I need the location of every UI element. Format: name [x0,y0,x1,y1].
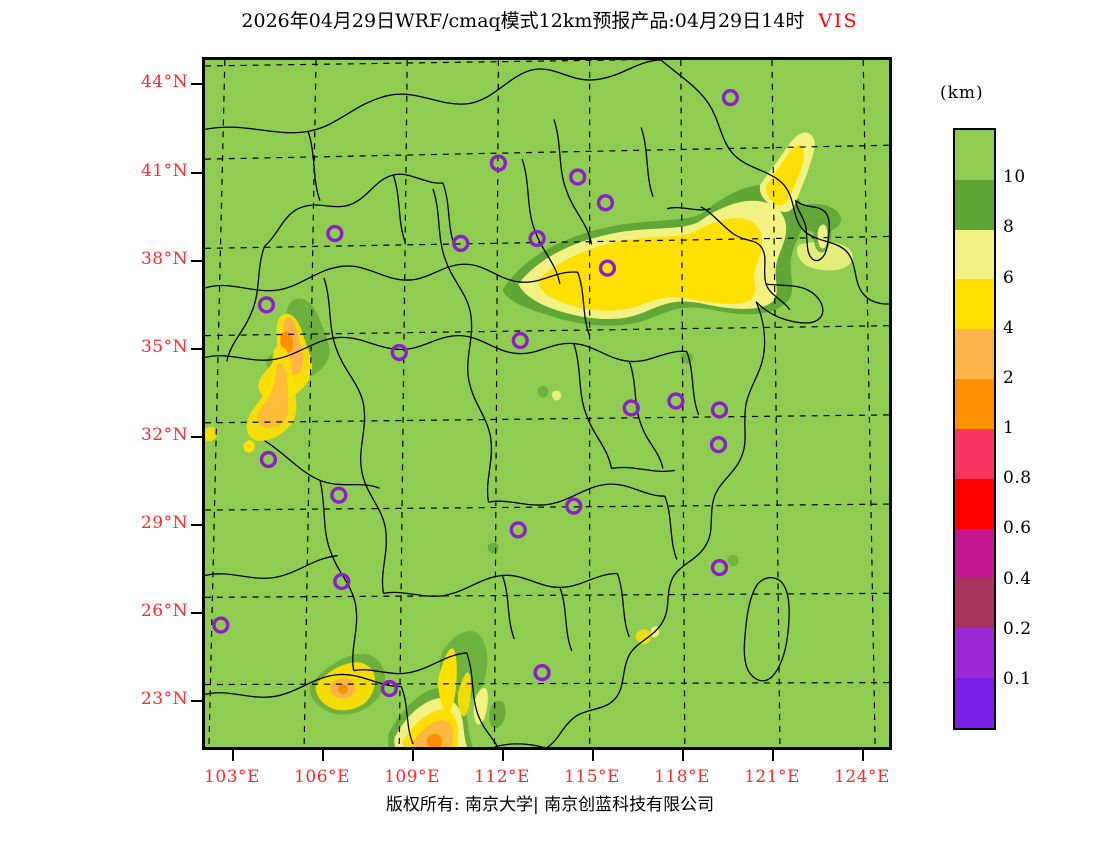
lon-tick-mark [232,750,234,761]
lat-tick-label: 26°N [140,600,188,621]
lon-tick-label: 124°E [834,767,890,787]
colorbar-tick-label: 0.2 [1003,618,1032,639]
lat-tick-mark [191,347,202,350]
page-title: 2026年04月29日WRF/cmaq模式12km预报产品:04月29日14时 V… [0,6,1100,33]
colorbar-tick-label: 0.6 [1003,518,1032,539]
lat-tick-mark [191,259,202,262]
lat-tick-mark [191,700,202,703]
station-marker [326,224,344,243]
station-marker [709,436,728,454]
station-marker [598,259,617,277]
station-marker [721,89,740,107]
station-marker [622,399,640,417]
station-marker [511,331,529,350]
lat-tick-label: 44°N [140,72,188,93]
colorbar-tick-label: 6 [1003,267,1015,288]
colorbar-band[interactable] [955,279,994,330]
station-marker [565,497,583,515]
colorbar-band[interactable] [955,179,994,230]
station-marker [569,168,587,186]
colorbar-band[interactable] [955,678,994,728]
lon-tick-label: 106°E [294,767,350,787]
title-main-text: 2026年04月29日WRF/cmaq模式12km预报产品:04月29日14时 [241,10,805,32]
lon-tick-mark [502,750,504,761]
colorbar-band[interactable] [955,229,994,280]
map-plot-area[interactable] [202,57,892,750]
lat-tick-mark [191,435,202,438]
lon-tick-mark [412,750,414,761]
station-marker [509,521,527,539]
lat-tick-label: 35°N [140,336,188,357]
lon-tick-mark [592,750,594,761]
station-marker [330,486,348,504]
station-marker [667,392,685,410]
station-marker [380,679,399,698]
lon-tick-label: 103°E [204,767,260,787]
colorbar-band[interactable] [955,628,994,679]
station-marker [259,450,278,469]
lat-tick-label: 32°N [140,424,188,445]
lat-tick-mark [191,171,202,174]
map-canvas [205,60,889,747]
lon-tick-mark [772,750,774,761]
lat-tick-label: 41°N [140,160,188,181]
colorbar-band[interactable] [955,379,994,429]
station-marker [710,558,729,577]
lon-tick-mark [322,750,324,761]
lat-tick-mark [191,611,202,614]
lat-tick-label: 38°N [140,248,188,269]
copyright-footer: 版权所有: 南京大学| 南京创蓝科技有限公司 [385,795,715,815]
colorbar-tick-label: 0.4 [1003,568,1032,589]
colorbar[interactable] [953,128,996,730]
station-marker [257,296,276,314]
lat-tick-label: 23°N [140,689,188,710]
lat-tick-label: 29°N [140,512,188,533]
station-marker [596,194,615,212]
colorbar-unit-label: (km) [940,83,984,103]
lon-tick-label: 121°E [744,767,800,787]
lon-tick-label: 109°E [384,767,440,787]
lon-tick-label: 112°E [474,767,530,787]
colorbar-tick-label: 8 [1003,217,1015,238]
station-marker [533,664,551,682]
station-marker [452,234,470,253]
station-marker [333,572,351,591]
title-variable-label: VIS [818,10,859,32]
colorbar-band[interactable] [955,528,994,579]
colorbar-band[interactable] [955,578,994,629]
colorbar-band[interactable] [955,428,994,479]
station-marker [212,616,230,634]
colorbar-band[interactable] [955,329,994,380]
lon-tick-mark [862,750,864,761]
lat-tick-mark [191,523,202,526]
colorbar-tick-label: 2 [1003,367,1015,388]
lat-lon-graticule [205,60,889,747]
colorbar-tick-label: 10 [1003,167,1026,188]
lon-tick-label: 115°E [564,767,620,787]
colorbar-band[interactable] [955,130,994,180]
lat-tick-mark [191,83,202,86]
station-marker [390,343,408,362]
lon-tick-label: 118°E [654,767,710,787]
colorbar-band[interactable] [955,478,994,529]
colorbar-tick-label: 1 [1003,418,1015,438]
colorbar-tick-label: 4 [1003,317,1015,338]
station-marker [710,401,729,419]
colorbar-tick-label: 0.8 [1003,468,1032,489]
colorbar-tick-label: 0.1 [1003,668,1032,689]
station-marker [489,154,508,172]
station-marker-group[interactable] [212,89,740,698]
station-marker [528,229,546,248]
lon-tick-mark [682,750,684,761]
